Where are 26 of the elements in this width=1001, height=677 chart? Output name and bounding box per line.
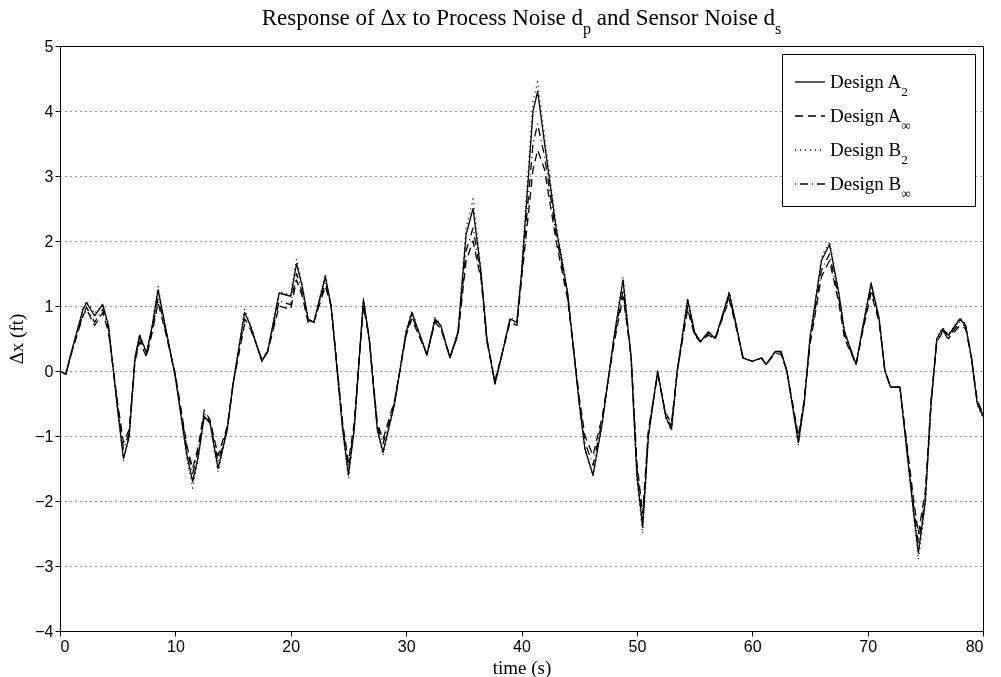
y-tick-label: 3: [44, 167, 54, 185]
y-tick-label: −4: [35, 622, 54, 640]
y-tick-label: −1: [35, 427, 54, 445]
y-tick-label: 0: [44, 362, 54, 380]
y-tick-label: 1: [44, 297, 54, 315]
x-tick-label: 40: [513, 637, 531, 655]
x-tick-label: 30: [397, 637, 416, 655]
y-tick-label: 2: [44, 232, 54, 250]
legend-label: Design B$_{2}$: [830, 139, 908, 167]
x-tick-label: 10: [166, 637, 185, 655]
y-axis-title: Δx (ft): [6, 313, 29, 365]
x-tick-label: 80: [965, 637, 984, 655]
legend-label: Design A$_{2}$: [830, 71, 908, 99]
x-tick-label: 60: [743, 637, 762, 655]
x-tick-label: 70: [859, 637, 878, 655]
x-axis-title: time (s): [492, 656, 552, 677]
chart-title: Response of Δx to Process Noise d$_{p}$ and Sensor Noise d$_{s}$: [261, 5, 782, 38]
x-tick-label: 20: [282, 637, 301, 655]
x-tick-label: 50: [628, 637, 647, 655]
legend-label: Design A$_{∞}$: [830, 105, 911, 133]
x-tick-label: 0: [60, 637, 70, 655]
y-tick-label: 4: [44, 102, 54, 120]
legend-label: Design B$_{∞}$: [830, 173, 911, 201]
y-tick-label: −3: [35, 557, 54, 575]
y-tick-label: −2: [35, 492, 54, 510]
y-tick-label: 5: [44, 37, 54, 55]
